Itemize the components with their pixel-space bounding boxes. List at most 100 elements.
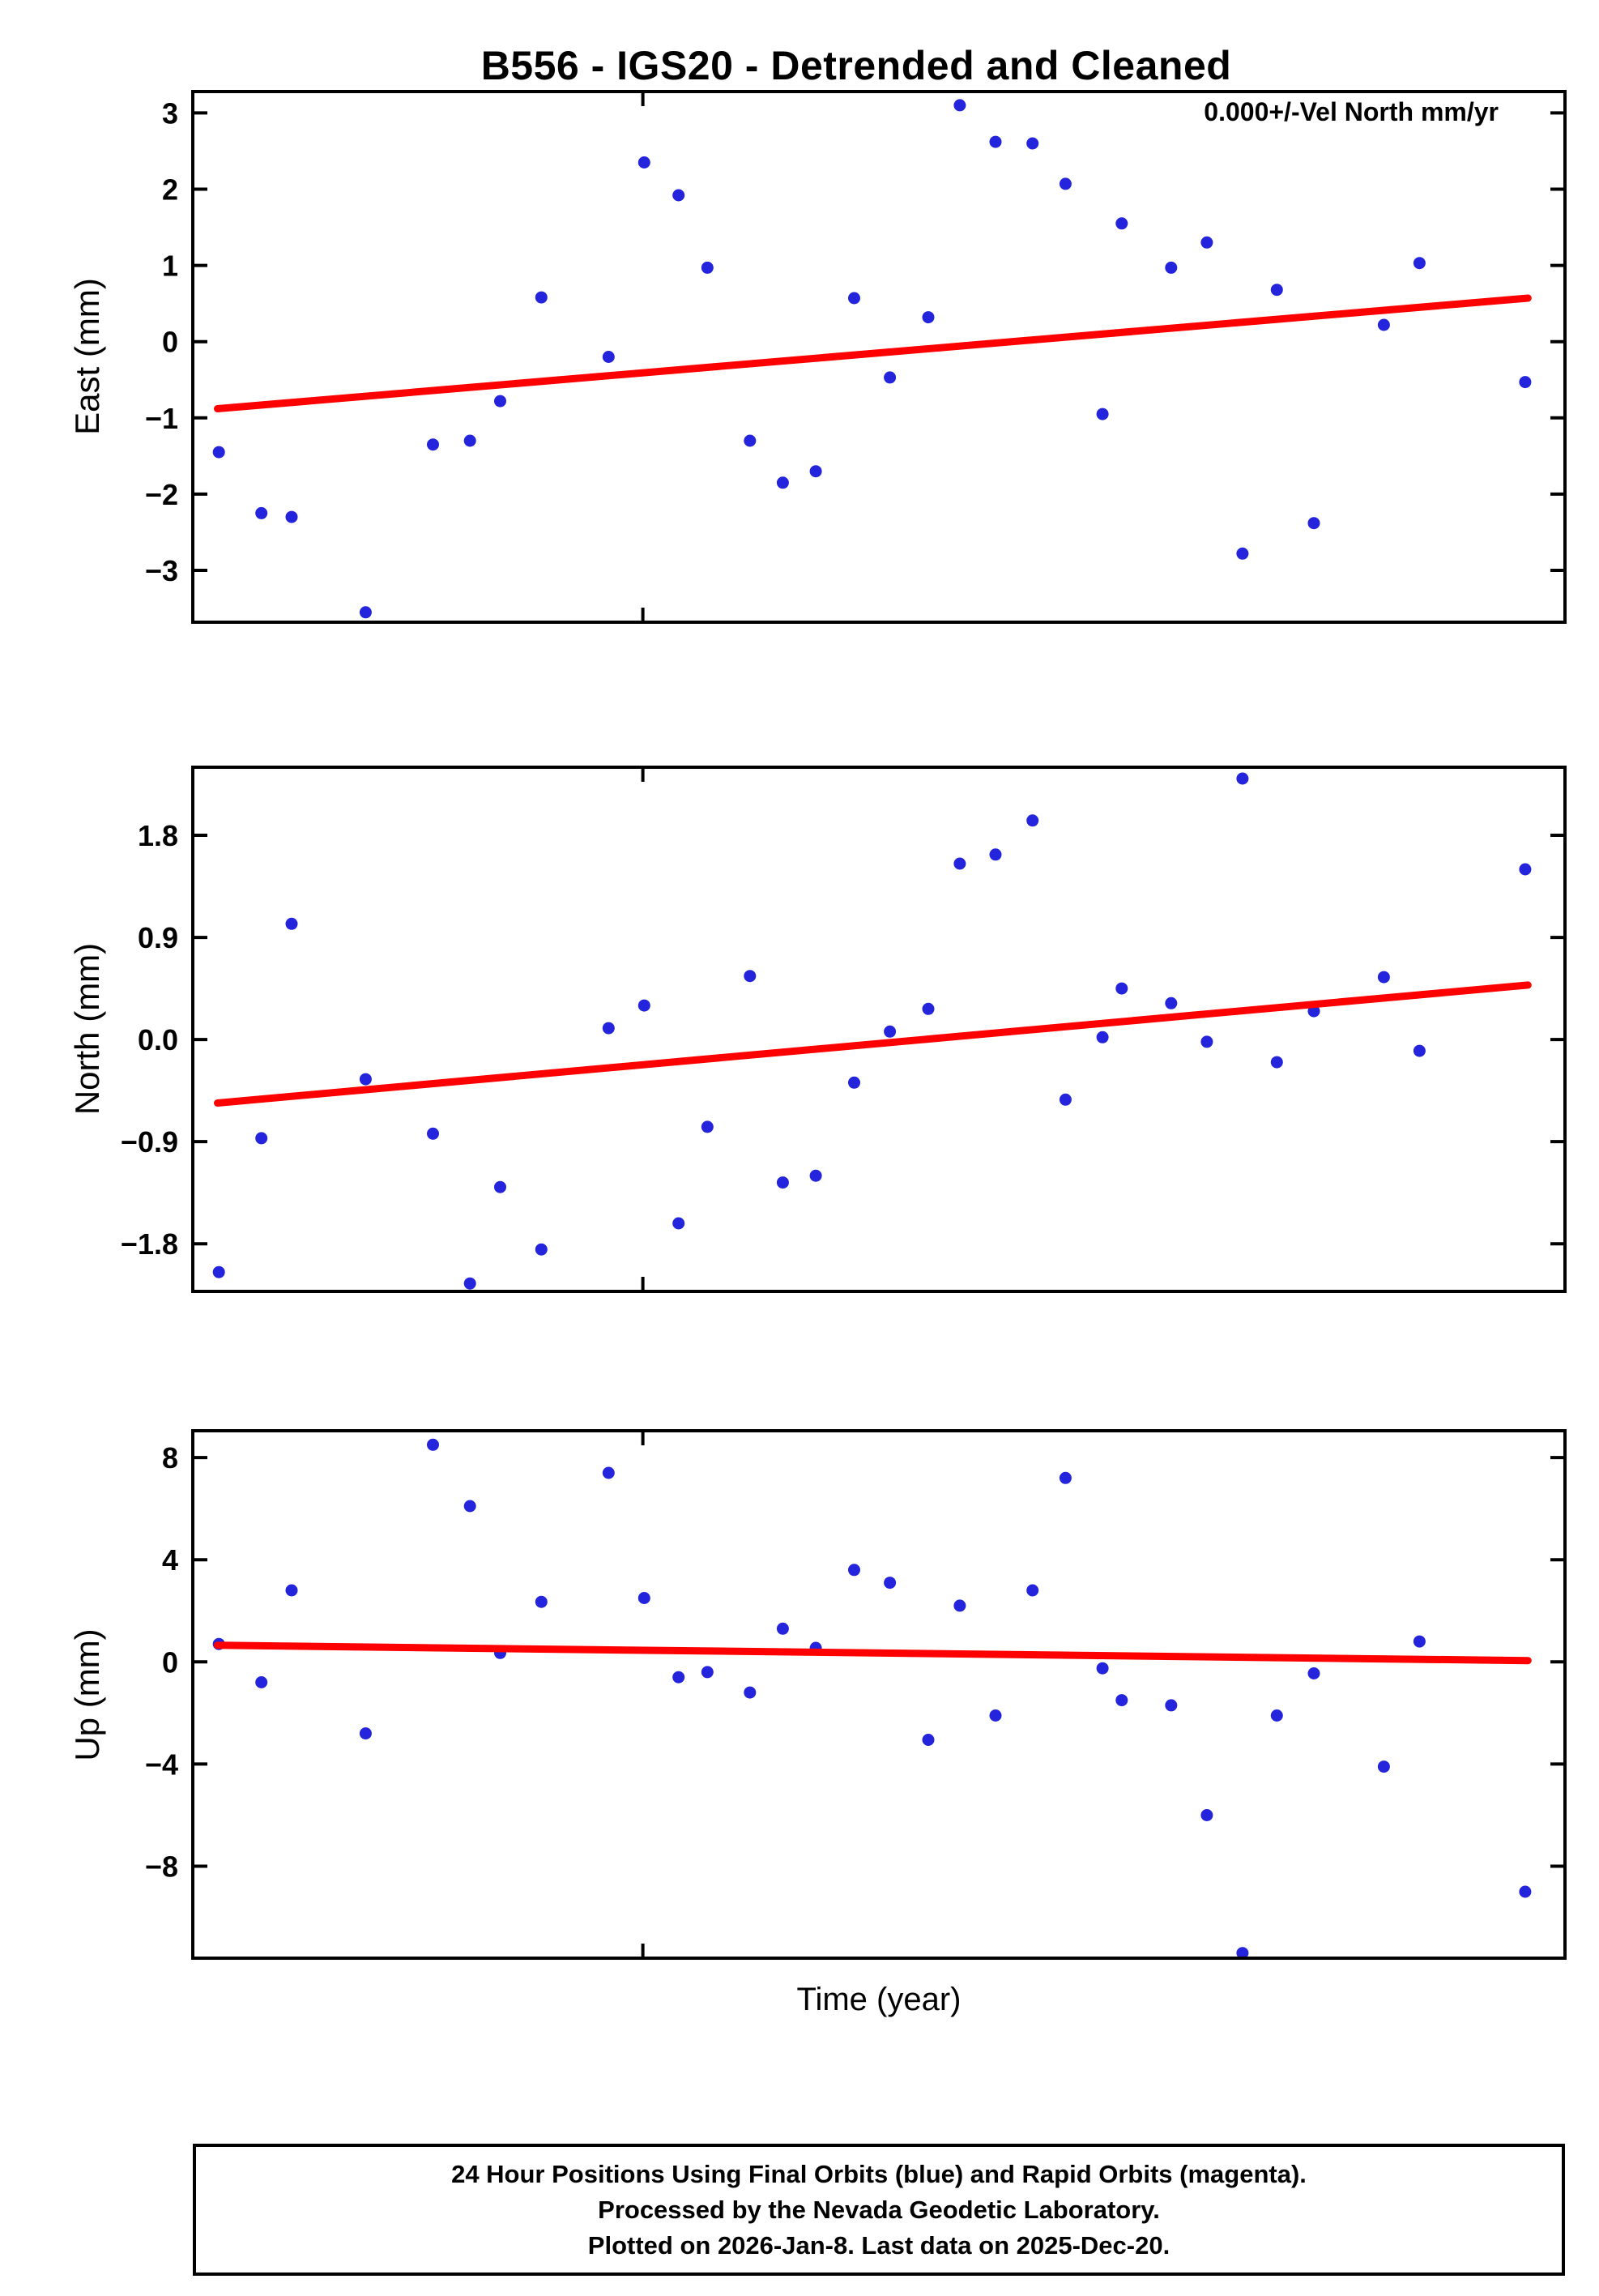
data-point [463,434,476,447]
footer-line-1: 24 Hour Positions Using Final Orbits (bl… [451,2159,1307,2188]
data-point [212,1265,225,1278]
data-point [1519,1885,1532,1898]
data-point [989,848,1002,861]
data-point [1115,1694,1128,1707]
data-point [848,1076,860,1089]
up-frame [191,1429,1567,1960]
data-point [1096,408,1109,420]
data-point [1059,1093,1072,1106]
data-point [953,857,966,870]
data-point [1200,1035,1213,1048]
data-point [1059,177,1072,190]
data-point [602,351,615,363]
data-point [255,506,268,519]
data-point [1165,261,1178,274]
data-point [701,1120,714,1133]
data-point [1115,982,1128,995]
data-point [672,1671,685,1684]
data-point [701,1666,714,1679]
time-axis-label: Time (year) [796,1982,962,2017]
data-point [672,189,685,202]
y-tick-label: −8 [145,1850,178,1884]
data-point [1200,236,1213,249]
y-tick-label: −1.8 [121,1227,178,1261]
data-point [1026,137,1039,150]
data-point [1270,284,1283,297]
data-point [255,1132,268,1145]
data-point [1236,1947,1249,1960]
data-point [359,1073,372,1086]
north-frame [191,766,1567,1293]
data-point [427,1127,439,1140]
data-point [1377,971,1390,984]
data-point [1270,1709,1283,1722]
y-tick-label: −0.9 [121,1125,178,1159]
y-tick-label: 1 [162,250,178,283]
data-point [1026,814,1039,827]
data-point [1413,257,1426,270]
data-point [776,476,789,489]
data-point [285,917,298,930]
data-point [427,438,439,451]
data-point [535,291,548,304]
data-point [1026,1584,1039,1597]
data-point [922,311,935,324]
data-point [922,1002,935,1015]
data-point [1377,1760,1390,1773]
figure-title: B556 - IGS20 - Detrended and Cleaned [480,43,1232,88]
panel-east: 3 2 1 0 −1 −2 −3 [145,90,1567,624]
y-tick-label: 1.8 [138,819,178,852]
data-point [1059,1471,1072,1484]
data-point [212,446,225,459]
data-point [809,1169,822,1182]
up-points [212,1438,1532,1960]
data-point [602,1022,615,1035]
data-point [953,99,966,112]
north-points [212,772,1532,1290]
data-point [1307,517,1320,530]
data-point [884,371,897,384]
y-tick-label: 0.0 [138,1023,178,1056]
data-point [463,1500,476,1513]
data-point [463,1277,476,1290]
y-tick-label: −1 [145,402,178,435]
y-tick-label: −2 [145,478,178,511]
data-point [922,1734,935,1746]
footer-box: 24 Hour Positions Using Final Orbits (bl… [193,2144,1565,2276]
data-point [1115,217,1128,230]
y-tick-label: 4 [162,1543,178,1577]
data-point [637,1592,650,1604]
data-point [427,1438,439,1451]
footer-line-2: Processed by the Nevada Geodetic Laborat… [598,2195,1160,2224]
data-point [989,135,1002,148]
data-point [1270,1056,1283,1069]
data-point [1413,1044,1426,1057]
data-point [672,1217,685,1230]
y-tick-label: 3 [162,96,178,130]
y-tick-label: −3 [145,554,178,587]
east-trend-line [214,294,1532,412]
footer-line-3: Plotted on 2026-Jan-8. Last data on 2025… [587,2230,1170,2260]
data-point [989,1709,1002,1722]
data-point [848,1564,860,1577]
y-tick-label: −4 [145,1748,178,1781]
data-point [848,292,860,305]
y-tick-label: 0 [162,1645,178,1679]
data-point [744,970,757,983]
data-point [1096,1031,1109,1043]
data-point [884,1577,897,1590]
data-point [602,1466,615,1479]
y-tick-label: 0 [162,326,178,359]
data-point [776,1622,789,1635]
data-point [1377,318,1390,331]
data-point [494,395,506,408]
data-point [776,1176,789,1189]
data-point [744,1686,757,1699]
y-tick-label: 8 [162,1441,178,1474]
data-point [884,1025,897,1038]
data-point [285,1584,298,1597]
data-point [1096,1662,1109,1675]
data-point [744,434,757,447]
